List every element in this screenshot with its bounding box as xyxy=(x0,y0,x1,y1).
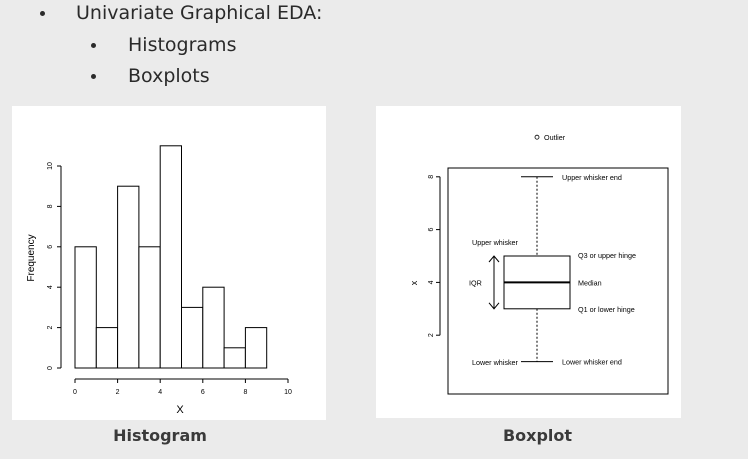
histogram-bar xyxy=(244,327,268,369)
x-tick-label: 10 xyxy=(284,389,292,396)
bullet-dot xyxy=(91,73,96,79)
bullet-dot xyxy=(91,42,96,48)
bullet-level1-text: Univariate Graphical EDA: xyxy=(76,2,323,24)
y-tick-label: 2 xyxy=(428,333,435,337)
y-tick-label: 10 xyxy=(47,162,54,170)
bullet-boxplots: Boxplots xyxy=(91,65,210,87)
histogram-chart: 0 2 4 6 8 10 X 0 2 4 6 8 10 Frequency xyxy=(26,145,292,416)
bullet-boxplots-text: Boxplots xyxy=(128,65,210,87)
y-axis-label: Frequency xyxy=(26,234,37,281)
histogram-bar xyxy=(138,246,161,369)
x-axis-label: X xyxy=(176,404,184,416)
bullet-histograms: Histograms xyxy=(91,34,236,56)
annotation-median: Median xyxy=(578,278,602,287)
histogram-bar xyxy=(74,246,97,369)
y-tick-label: 2 xyxy=(47,326,54,330)
annotation-iqr: IQR xyxy=(469,278,482,287)
y-tick-label: 8 xyxy=(428,175,435,179)
bullet-level1: Univariate Graphical EDA: xyxy=(40,2,322,24)
annotation-outlier: Outlier xyxy=(544,133,566,142)
boxplot-caption: Boxplot xyxy=(502,426,573,445)
boxplot-panel: 2 4 6 8 x Outlier Upper whisker end Upper whisk… xyxy=(376,106,681,418)
y-axis-label: x xyxy=(409,280,419,285)
annotation-q1: Q1 or lower hinge xyxy=(578,305,635,314)
histogram-bar xyxy=(181,306,204,369)
x-tick-label: 8 xyxy=(243,389,247,396)
x-tick-label: 6 xyxy=(201,389,205,396)
bullet-dot xyxy=(40,10,45,16)
annotation-q3: Q3 or upper hinge xyxy=(578,251,636,260)
annotation-upper-whisker: Upper whisker xyxy=(472,238,519,247)
x-tick-label: 4 xyxy=(158,389,162,396)
outlier-point xyxy=(534,134,540,140)
annotation-lower-whisker-end: Lower whisker end xyxy=(562,358,622,367)
bullet-histograms-text: Histograms xyxy=(128,34,237,56)
histogram-bar xyxy=(117,185,140,369)
y-tick-label: 8 xyxy=(47,204,54,208)
y-tick-label: 0 xyxy=(47,366,54,370)
plot-frame xyxy=(447,167,669,395)
histogram-bar xyxy=(202,286,225,369)
annotation-lower-whisker: Lower whisker xyxy=(472,358,519,367)
iqr-arrowhead-bottom xyxy=(488,302,500,310)
x-tick-label: 0 xyxy=(73,389,77,396)
boxplot-chart: 2 4 6 8 x Outlier Upper whisker end Upper whisk… xyxy=(409,133,669,395)
histogram-bar xyxy=(223,347,246,369)
histogram-bar xyxy=(159,145,182,369)
iqr-arrowhead-top xyxy=(488,255,500,263)
y-tick-label: 4 xyxy=(428,280,435,284)
histogram-caption: Histogram xyxy=(113,426,207,445)
histogram-panel: 0 2 4 6 8 10 X 0 2 4 6 8 10 Frequency xyxy=(12,106,326,420)
y-tick-label: 6 xyxy=(428,228,435,232)
annotation-upper-whisker-end: Upper whisker end xyxy=(562,173,622,182)
y-tick-label: 4 xyxy=(47,285,54,289)
x-tick-label: 2 xyxy=(116,389,120,396)
y-tick-label: 6 xyxy=(47,245,54,249)
histogram-bar xyxy=(95,327,119,369)
